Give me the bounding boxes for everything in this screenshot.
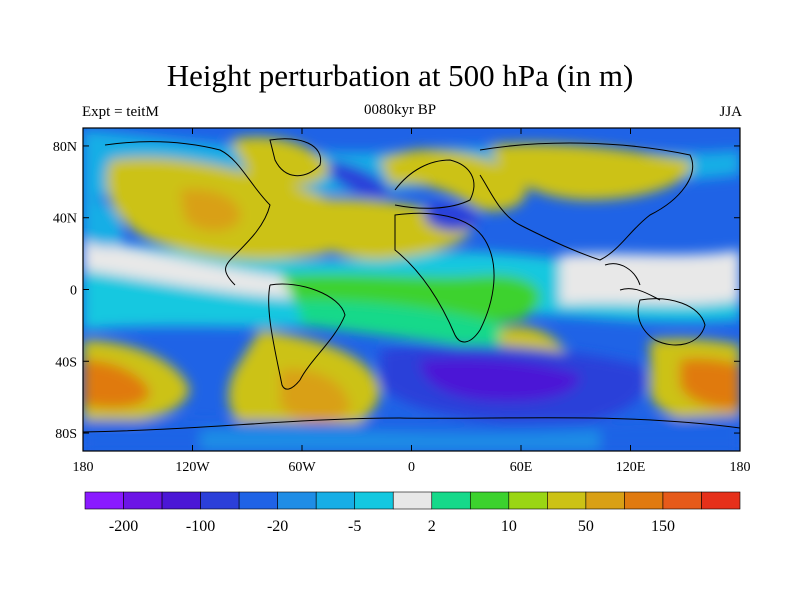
colorbar-labels: -200 -100 -20 -5 2 10 50 150 xyxy=(109,518,675,535)
asia-coast xyxy=(479,142,694,261)
colorbar-swatch xyxy=(469,491,510,510)
lon-tick-label: 60E xyxy=(510,460,533,475)
colorbar-swatch xyxy=(84,491,124,510)
colorbar-swatch xyxy=(624,491,664,510)
greenland-coast xyxy=(269,138,322,177)
coastlines xyxy=(83,138,740,433)
colorbar-label: -20 xyxy=(267,518,288,535)
axis-ticks xyxy=(82,128,741,451)
north-america-coast xyxy=(104,141,271,286)
antarctica-coast xyxy=(83,417,740,433)
chart-title: Height perturbation at 500 hPa (in m) xyxy=(166,58,634,93)
lon-tick-label: 0 xyxy=(408,460,415,475)
africa-coast xyxy=(394,212,495,343)
time-label: 0080kyr BP xyxy=(363,102,437,118)
latitude-tick-labels: 80N 40N 0 40S 80S xyxy=(53,140,77,442)
colorbar-swatch xyxy=(701,491,741,510)
australia-coast xyxy=(637,298,706,346)
lat-tick-label: 0 xyxy=(70,284,77,299)
europe-coast xyxy=(394,159,475,209)
colorbar-swatch xyxy=(161,491,201,510)
colorbar-swatch xyxy=(315,491,356,510)
colorbar-label: 50 xyxy=(578,518,594,535)
colorbar-swatch xyxy=(123,491,163,510)
contour-field xyxy=(83,128,740,451)
colorbar-label: -5 xyxy=(348,518,361,535)
longitude-tick-labels: 180 120W 60W 0 60E 120E 180 xyxy=(73,460,751,475)
colorbar-swatch xyxy=(585,491,625,510)
colorbar-label: -200 xyxy=(109,518,138,535)
lon-tick-label: 120E xyxy=(616,460,646,475)
maritime-continent-coast xyxy=(604,263,661,301)
colorbar xyxy=(84,491,741,510)
lat-tick-label: 80N xyxy=(53,140,77,155)
colorbar-swatch xyxy=(547,491,587,510)
colorbar-swatch xyxy=(392,491,433,510)
season-label: JJA xyxy=(719,104,742,120)
colorbar-label: -100 xyxy=(186,518,215,535)
south-america-coast xyxy=(268,283,346,390)
colorbar-swatch xyxy=(200,491,240,510)
lat-tick-label: 80S xyxy=(55,427,77,442)
colorbar-swatch xyxy=(662,491,702,510)
experiment-label: Expt = teitM xyxy=(82,104,159,120)
colorbar-label: 10 xyxy=(501,518,517,535)
lon-tick-label: 180 xyxy=(73,460,94,475)
lat-tick-label: 40N xyxy=(53,212,77,227)
lon-tick-label: 180 xyxy=(730,460,751,475)
colorbar-swatch xyxy=(354,491,394,510)
lat-tick-label: 40S xyxy=(55,355,77,370)
colorbar-swatch xyxy=(238,491,278,510)
lon-tick-label: 120W xyxy=(175,460,210,475)
colorbar-label: 2 xyxy=(428,518,436,535)
colorbar-swatch xyxy=(277,491,317,510)
lon-tick-label: 60W xyxy=(288,460,316,475)
colorbar-label: 150 xyxy=(651,518,675,535)
colorbar-swatch xyxy=(431,491,471,510)
colorbar-swatch xyxy=(508,491,548,510)
